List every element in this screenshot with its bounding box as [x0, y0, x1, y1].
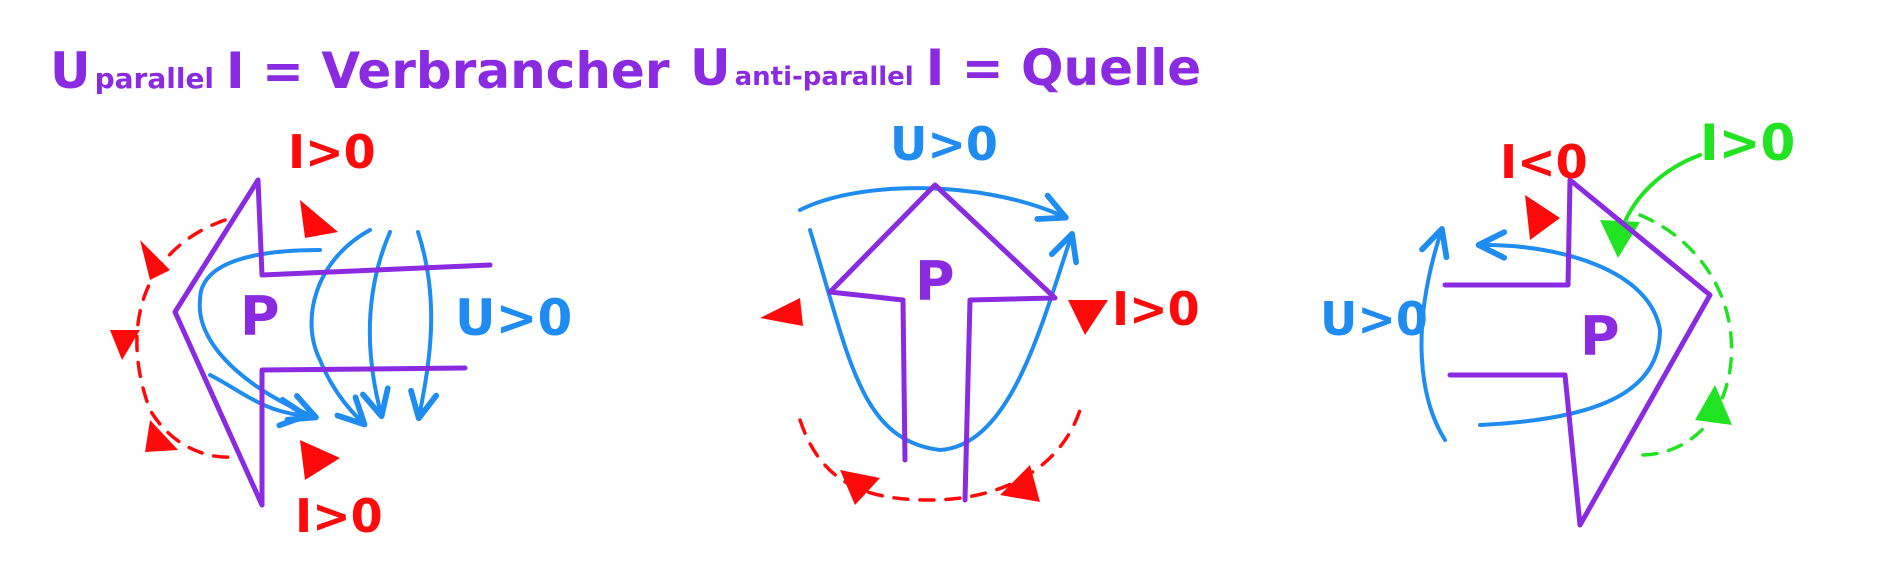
right-figure: P I<0 I>0 U>0	[1320, 114, 1795, 528]
middle-purple-arrow-outline	[827, 182, 1058, 503]
right-purple-arrow-outline	[1442, 177, 1713, 528]
middle-red-dashed-loop	[798, 408, 1082, 502]
left-red-arrow-2	[140, 240, 170, 280]
middle-label-current: I>0	[1112, 282, 1200, 336]
heading-left-rest: I = Verbrancher	[226, 42, 670, 100]
right-red-arrow	[1525, 195, 1560, 240]
right-blue-curve-1	[1475, 229, 1663, 427]
right-green-arrow-2	[1695, 385, 1732, 425]
left-red-arrow-5	[300, 440, 340, 480]
left-red-arrow-3	[110, 330, 140, 360]
left-red-dashed-loop	[135, 218, 242, 459]
heading-right-sub: anti-parallel	[735, 62, 914, 92]
middle-red-arrow-1	[760, 298, 803, 326]
right-label-voltage: U>0	[1320, 292, 1428, 346]
middle-red-arrow-3	[840, 470, 880, 505]
left-red-arrow-4	[145, 420, 178, 452]
left-label-p: P	[240, 285, 280, 348]
heading-right-u: U	[690, 39, 731, 97]
left-blue-curve-2	[309, 228, 372, 428]
middle-label-voltage: U>0	[890, 117, 998, 171]
left-purple-arrow-outline	[172, 177, 493, 508]
heading-left-u: U	[50, 42, 91, 100]
middle-figure: P U>0 I>0	[760, 117, 1200, 505]
middle-blue-u-curve	[808, 228, 1079, 453]
right-blue-curve-2	[1419, 226, 1450, 442]
left-label-voltage: U>0	[455, 289, 572, 347]
heading-left-sub: parallel	[95, 62, 214, 95]
left-figure: P I>0 I>0 U>0	[110, 125, 572, 543]
left-label-current-bottom: I>0	[295, 489, 383, 543]
right-label-current-green: I>0	[1700, 114, 1795, 172]
left-red-arrow-1	[300, 200, 338, 238]
left-label-current-top: I>0	[288, 125, 376, 179]
middle-label-p: P	[915, 250, 955, 313]
right-green-arrow-1	[1600, 220, 1640, 258]
left-blue-curve-5	[208, 373, 310, 429]
right-label-p: P	[1580, 305, 1620, 368]
heading-right-rest: I = Quelle	[926, 39, 1202, 97]
left-blue-curve-4	[408, 230, 440, 422]
middle-red-arrow-2	[1068, 300, 1108, 335]
right-green-dashed-loop	[1638, 213, 1734, 457]
left-blue-curve-3	[360, 230, 392, 420]
middle-red-arrow-4	[1000, 465, 1040, 502]
middle-blue-top-arc	[798, 186, 1069, 222]
right-label-current-top: I<0	[1500, 135, 1588, 189]
